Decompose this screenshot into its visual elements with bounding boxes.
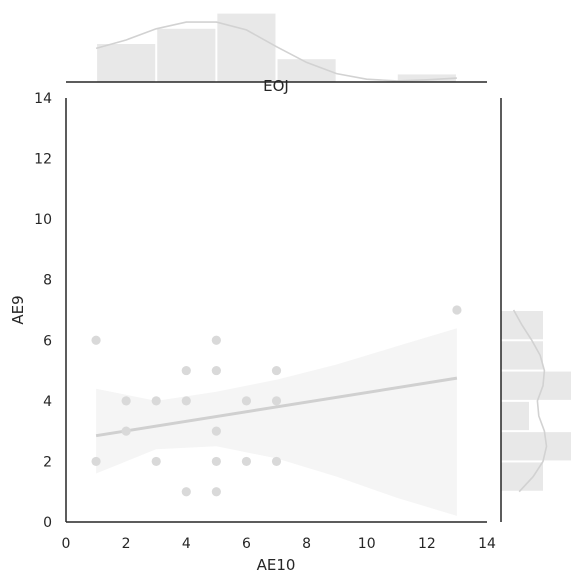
- data-point: [211, 426, 221, 436]
- y-tick-label: 12: [34, 152, 52, 168]
- y-tick-label: 8: [43, 273, 52, 289]
- data-point: [241, 456, 252, 467]
- chart-title: EOJ: [263, 77, 289, 95]
- data-point: [181, 365, 191, 376]
- x-tick-label: 0: [62, 536, 71, 552]
- confidence-band: [96, 328, 457, 516]
- regression-line: [95, 376, 458, 438]
- kde-curve: [512, 309, 548, 493]
- data-point: [452, 305, 462, 315]
- y-tick-label: 4: [43, 394, 52, 410]
- x-tick-label: 14: [478, 536, 496, 552]
- scatter-points: [91, 305, 462, 497]
- tick-labels: 0 2 4 6 8 10 12 14 0 2 4 6 8 10 12 14: [34, 91, 496, 552]
- data-point: [211, 456, 221, 467]
- histogram-bar: [501, 401, 529, 431]
- y-tick-label: 14: [34, 91, 52, 107]
- marginal-y-histogram: [500, 98, 571, 522]
- axes: [65, 98, 487, 523]
- x-tick-label: 12: [418, 536, 436, 552]
- y-tick-label: 2: [43, 454, 52, 470]
- histogram-bar: [501, 371, 571, 400]
- data-point: [91, 456, 101, 467]
- data-point: [151, 456, 161, 467]
- data-point: [121, 426, 131, 436]
- scatter-plot-area: [91, 305, 462, 516]
- histogram-bar: [501, 432, 571, 461]
- histogram-bar: [501, 462, 543, 491]
- data-point: [271, 396, 282, 406]
- histogram-bar: [277, 59, 336, 82]
- data-point: [151, 396, 161, 406]
- kde-curve: [95, 21, 457, 82]
- data-point: [211, 335, 221, 345]
- x-axis-label: AE10: [257, 556, 296, 574]
- x-tick-label: 2: [122, 536, 131, 552]
- x-tick-label: 10: [358, 536, 376, 552]
- marginal-x-histogram: [66, 13, 487, 83]
- data-point: [91, 335, 101, 345]
- data-point: [211, 487, 221, 497]
- y-tick-label: 6: [43, 333, 52, 349]
- y-axis-label: AE9: [9, 295, 27, 324]
- data-point: [271, 456, 282, 467]
- x-tick-label: 4: [182, 536, 191, 552]
- x-tick-label: 6: [242, 536, 251, 552]
- data-point: [211, 365, 221, 376]
- data-point: [271, 365, 282, 376]
- y-tick-label: 10: [34, 212, 52, 228]
- data-point: [121, 396, 131, 406]
- data-point: [181, 396, 191, 406]
- data-point: [181, 487, 191, 497]
- data-point: [241, 396, 252, 406]
- histogram-bar: [97, 44, 156, 82]
- histogram-bar: [397, 74, 456, 82]
- x-tick-label: 8: [302, 536, 311, 552]
- y-tick-label: 0: [43, 515, 52, 531]
- histogram-bar: [501, 341, 543, 370]
- histogram-bar: [157, 28, 216, 82]
